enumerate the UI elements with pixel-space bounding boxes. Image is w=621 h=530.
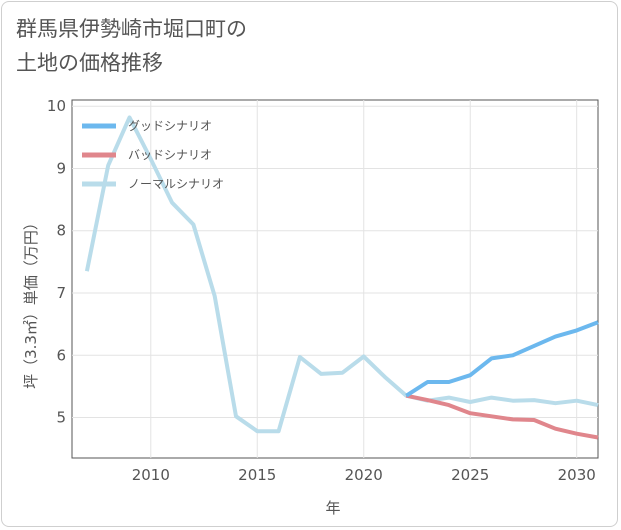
y-tick-label: 5 bbox=[56, 409, 66, 427]
title-line-2: 土地の価格推移 bbox=[16, 51, 163, 75]
title-line-1: 群馬県伊勢崎市堀口町の bbox=[16, 17, 247, 41]
x-tick-label: 2015 bbox=[238, 466, 276, 484]
x-tick-label: 2025 bbox=[451, 466, 489, 484]
y-tick-label: 9 bbox=[56, 159, 66, 177]
x-tick-label: 2010 bbox=[132, 466, 170, 484]
legend-label: バッドシナリオ bbox=[128, 148, 212, 162]
x-tick-label: 2030 bbox=[558, 466, 596, 484]
y-tick-label: 8 bbox=[56, 222, 66, 240]
x-axis-label: 年 bbox=[325, 499, 340, 517]
tick-labels: 2010 2015 2020 2025 2030 5 6 7 8 9 10 bbox=[47, 97, 596, 484]
legend-label: ノーマルシナリオ bbox=[128, 177, 224, 191]
legend-label: グッドシナリオ bbox=[128, 119, 212, 133]
y-tick-label: 7 bbox=[56, 284, 66, 302]
series-line-0 bbox=[405, 320, 599, 398]
y-tick-label: 10 bbox=[47, 97, 66, 115]
series-line-2 bbox=[84, 115, 599, 434]
series-line-1 bbox=[405, 393, 599, 440]
x-tick-label: 2020 bbox=[345, 466, 383, 484]
series-lines bbox=[84, 115, 599, 440]
chart-title: 群馬県伊勢崎市堀口町の 土地の価格推移 bbox=[16, 12, 376, 80]
y-tick-label: 6 bbox=[56, 346, 66, 364]
y-axis-label: 坪（3.3㎡）単価（万円） bbox=[22, 215, 40, 389]
